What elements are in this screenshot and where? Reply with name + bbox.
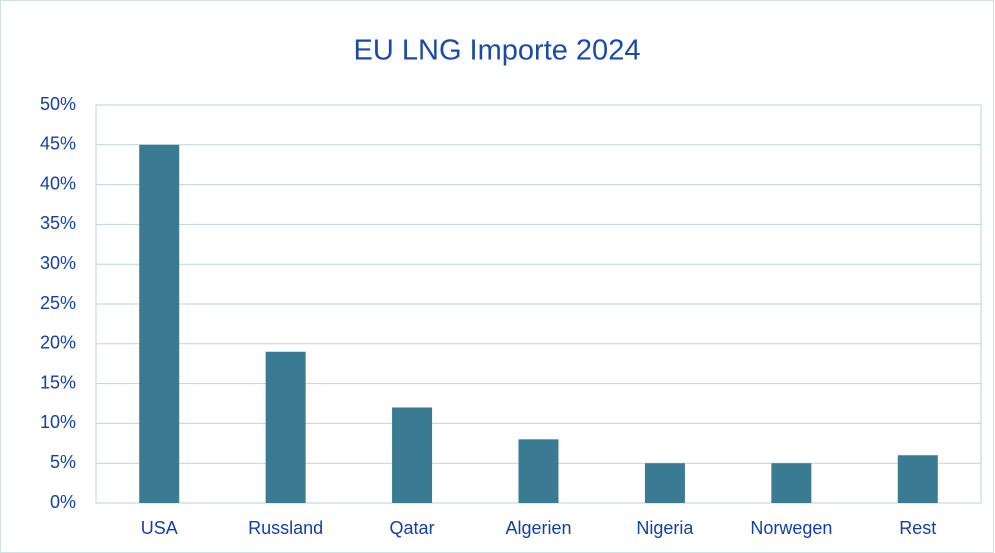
y-tick-label: 50% xyxy=(40,94,76,114)
x-tick-label: Norwegen xyxy=(750,518,832,538)
bar xyxy=(771,463,812,503)
x-tick-label: Rest xyxy=(899,518,936,538)
y-tick-label: 20% xyxy=(40,333,76,353)
x-tick-label: Algerien xyxy=(505,518,571,538)
bar xyxy=(897,455,938,503)
bar xyxy=(392,407,433,503)
x-tick-label: Qatar xyxy=(390,518,435,538)
y-tick-label: 10% xyxy=(40,412,76,432)
y-tick-label: 0% xyxy=(50,492,76,512)
x-tick-label: Nigeria xyxy=(636,518,694,538)
y-tick-label: 35% xyxy=(40,213,76,233)
y-tick-label: 45% xyxy=(40,134,76,154)
x-tick-label: USA xyxy=(141,518,178,538)
x-tick-label: Russland xyxy=(248,518,323,538)
bar xyxy=(518,439,559,503)
y-tick-label: 40% xyxy=(40,173,76,193)
y-tick-label: 25% xyxy=(40,293,76,313)
bar xyxy=(139,144,180,504)
y-tick-label: 30% xyxy=(40,253,76,273)
bar xyxy=(265,351,306,503)
bar xyxy=(644,463,685,503)
y-tick-label: 15% xyxy=(40,372,76,392)
chart-title: EU LNG Importe 2024 xyxy=(354,35,641,67)
y-tick-label: 5% xyxy=(50,452,76,472)
